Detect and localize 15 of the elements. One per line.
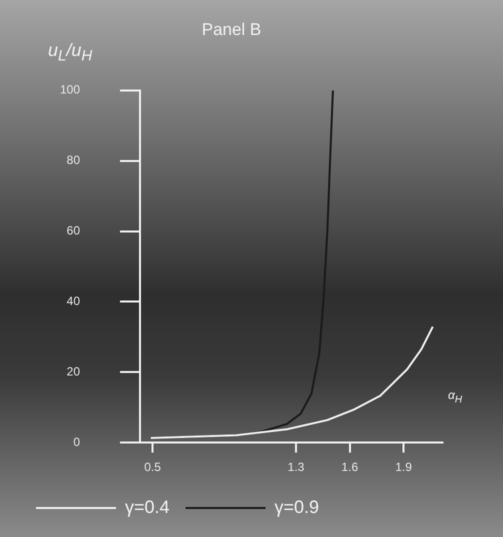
x-tick-label: 1.3 [288,460,305,474]
y-axis-title: u$_{L}$/u$_{H}$ [48,40,92,65]
y-tick-label: 20 [66,364,80,378]
x-axis-title: α$_{H}$ [448,388,462,406]
y-tick-label: 60 [66,224,80,238]
chart-title: Panel B [202,20,262,39]
x-tick-label: 1.9 [395,460,412,474]
x-tick-label: 0.5 [144,460,162,474]
y-tick-label: 80 [66,153,80,168]
legend-label: γ=0.4 [125,496,170,517]
y-tick-label: 100 [60,82,80,97]
legend-label: γ=0.9 [274,496,320,517]
y-tick-label: 40 [66,294,80,308]
y-tick-label: 0 [73,434,80,449]
x-tick-label: 1.6 [341,460,358,474]
